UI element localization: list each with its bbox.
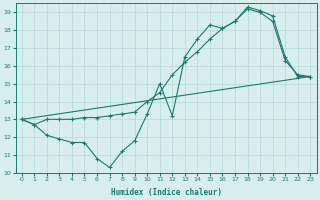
X-axis label: Humidex (Indice chaleur): Humidex (Indice chaleur) bbox=[110, 188, 221, 197]
